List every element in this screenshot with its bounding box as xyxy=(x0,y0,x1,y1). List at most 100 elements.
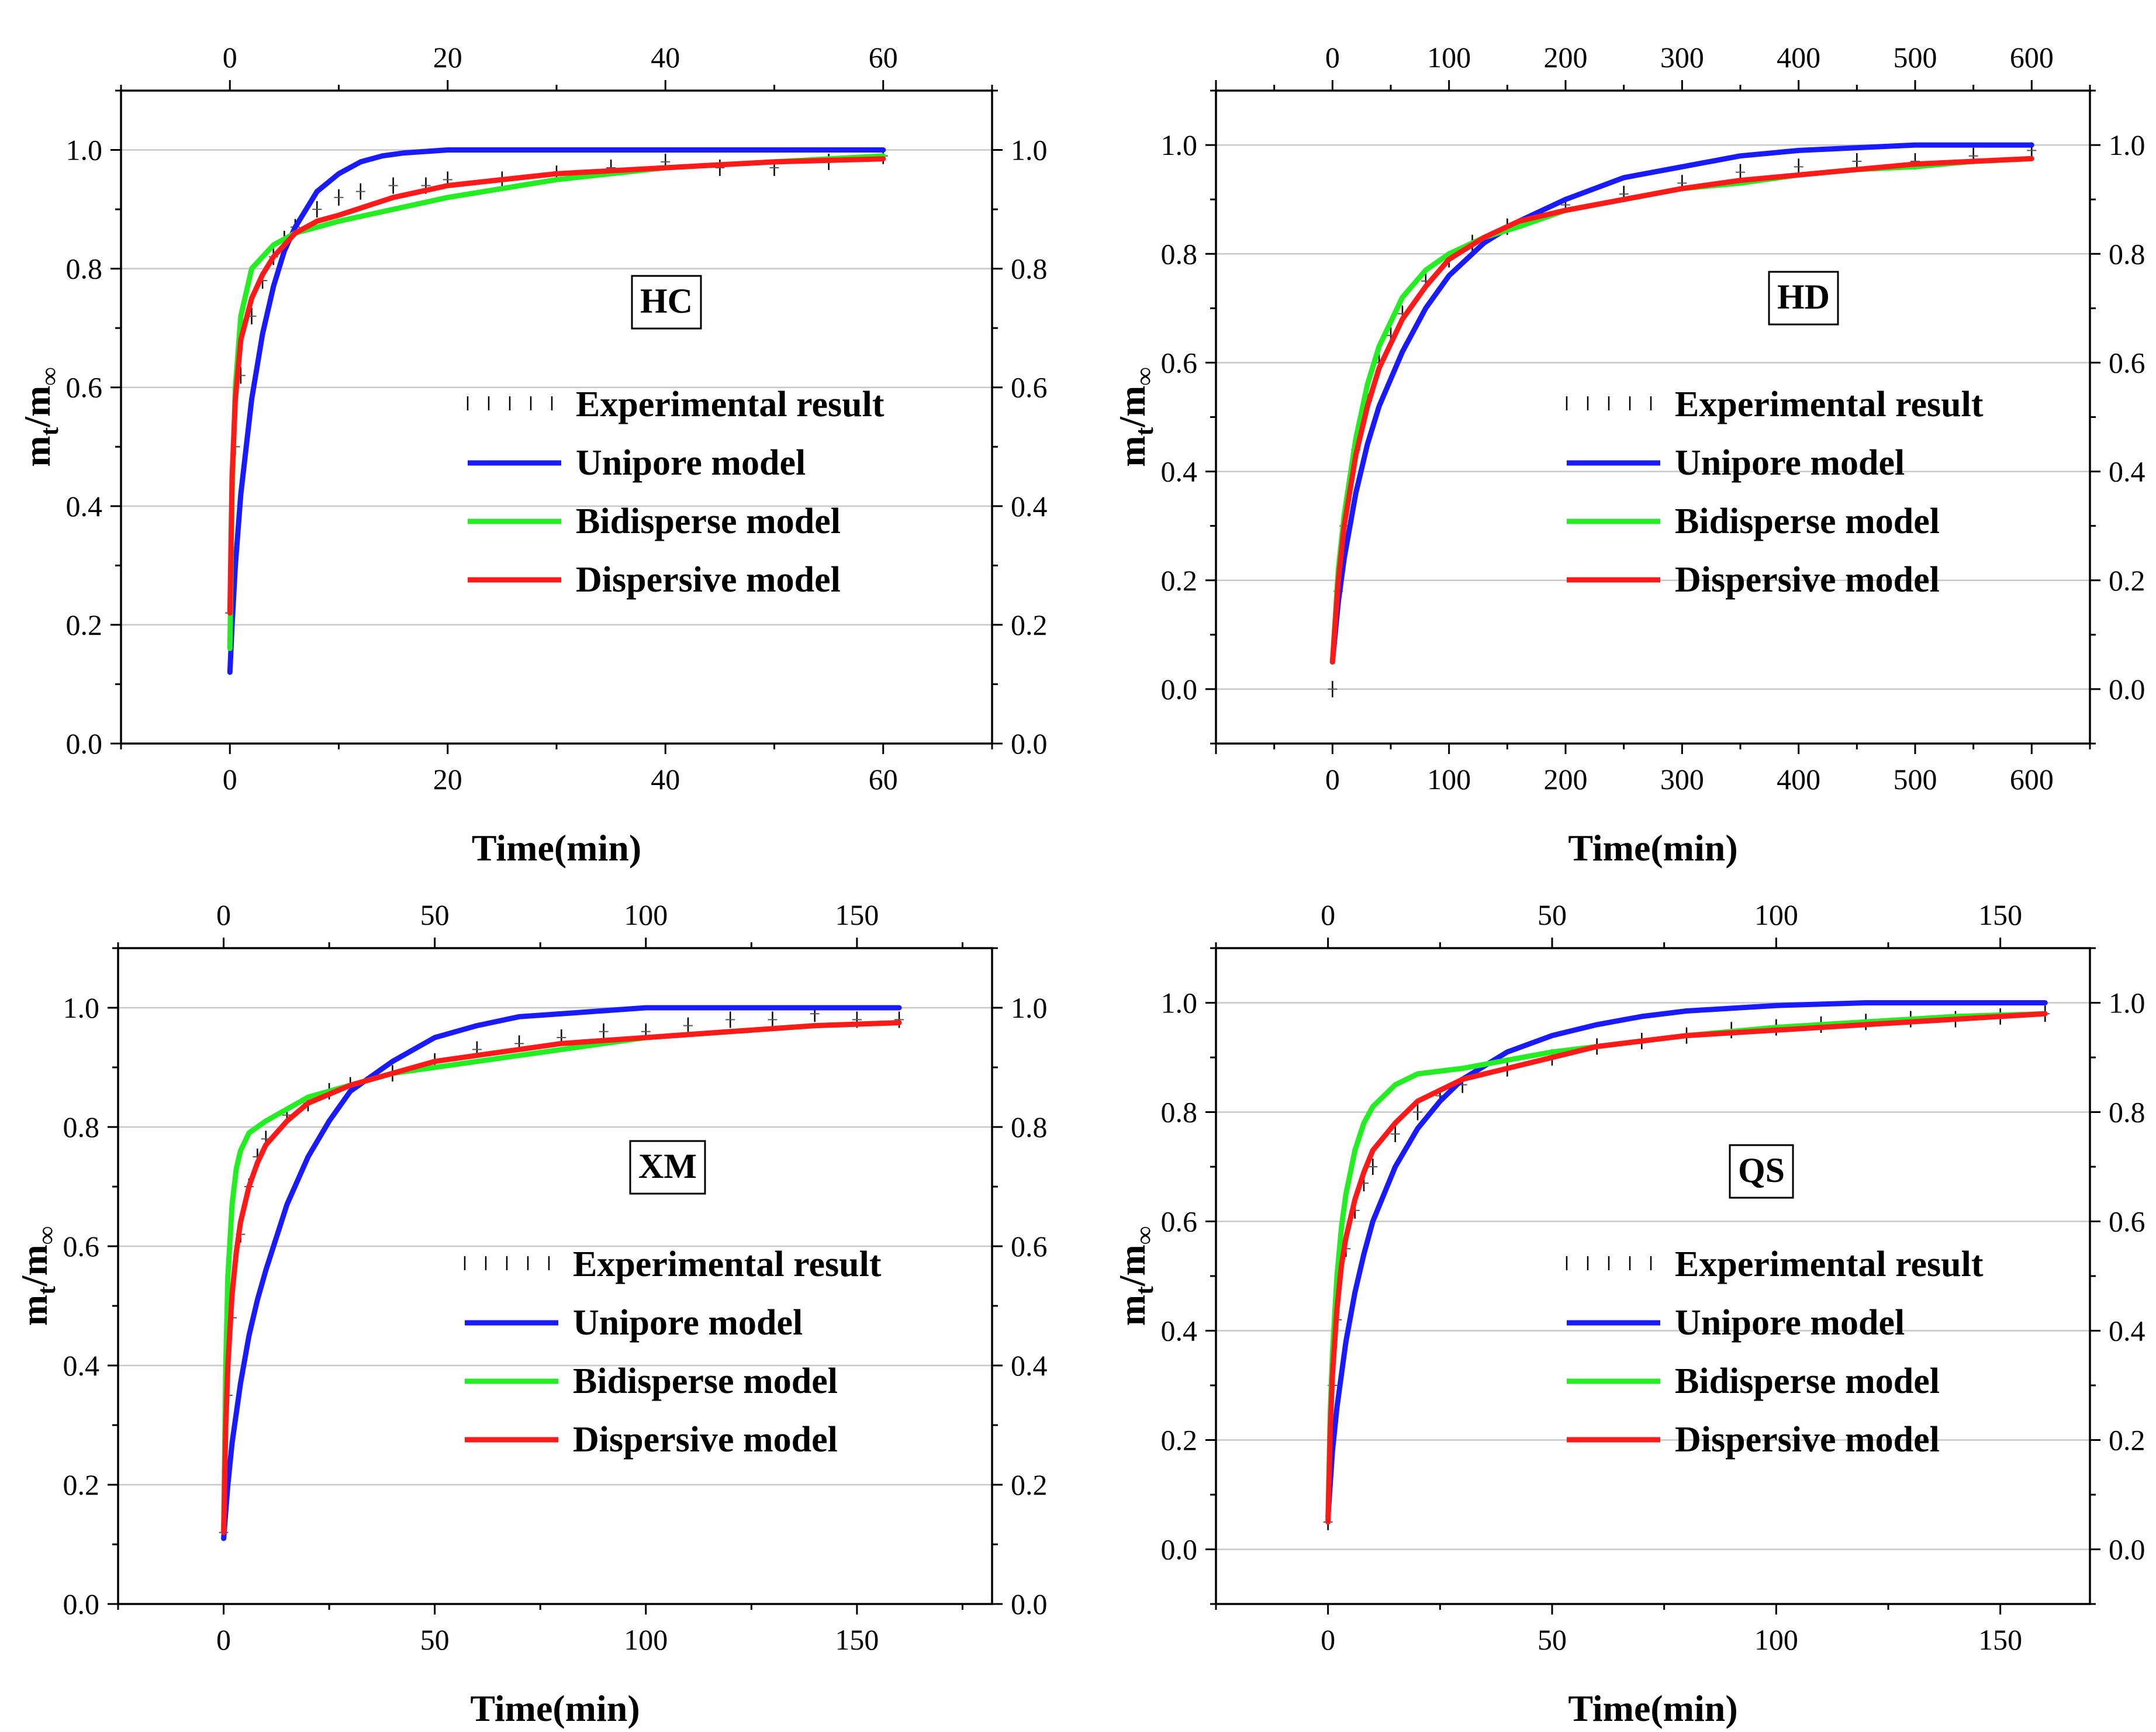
legend-label-unipore-model: Unipore model xyxy=(573,1303,803,1343)
y-tick-label: 0.2 xyxy=(63,1468,100,1501)
y-tick-label: 0.8 xyxy=(1161,1096,1198,1129)
y2-tick-label: 1.0 xyxy=(2109,987,2145,1019)
legend-label-bidisperse-model: Bidisperse model xyxy=(1675,1361,1940,1401)
x-tick-label: 40 xyxy=(651,763,680,796)
panel-label: HD xyxy=(1777,278,1830,316)
y-tick-label: 1.0 xyxy=(1161,987,1198,1019)
series-line-dispersive-model xyxy=(227,156,886,616)
panel-label-box xyxy=(629,1140,706,1195)
panel-label: HC xyxy=(640,282,693,320)
x-tick-label: 100 xyxy=(1427,763,1471,796)
y2-tick-label: 0.2 xyxy=(1011,609,1048,641)
y-tick-label: 0.4 xyxy=(63,1349,100,1382)
x-tick-label: 100 xyxy=(624,1623,668,1656)
plot-frame xyxy=(117,947,993,1605)
panel-label-box xyxy=(1768,271,1839,326)
panel-label-box xyxy=(631,275,702,330)
y-axis-title: mt/m∞ xyxy=(1111,1226,1159,1326)
x2-tick-label: 50 xyxy=(420,898,450,931)
legend-label-unipore-model: Unipore model xyxy=(576,443,806,483)
legend-label-bidisperse-model: Bidisperse model xyxy=(1675,502,1940,541)
chart-panel-xm: 0 0 50 50 100 100 150 150 0.0 0.0 0.2 0.2 0.4 0.4 0.6 0… xyxy=(13,898,1048,1729)
x-axis-title: Time(min) xyxy=(1568,827,1737,869)
y-axis-title: mt/m∞ xyxy=(1111,367,1159,466)
x2-tick-label: 0 xyxy=(1325,41,1340,74)
x-axis-title: Time(min) xyxy=(472,827,641,869)
x-tick-label: 600 xyxy=(2010,763,2054,796)
y2-tick-label: 0.0 xyxy=(1011,727,1048,760)
x2-tick-label: 100 xyxy=(1427,41,1471,74)
y-axis-title: mt/m∞ xyxy=(16,367,64,466)
y-tick-label: 0.2 xyxy=(1161,1424,1198,1457)
y-tick-label: 0.6 xyxy=(66,371,103,404)
legend-label-experimental-result: Experimental result xyxy=(1675,1244,1984,1284)
series-line-dispersive-model xyxy=(221,1020,902,1536)
x2-tick-label: 100 xyxy=(624,898,668,931)
legend-label-experimental-result: Experimental result xyxy=(576,385,884,424)
y2-tick-label: 0.4 xyxy=(1011,1349,1048,1382)
legend: Experimental result Unipore model Bidisper… xyxy=(464,1244,882,1460)
panel-label: XM xyxy=(638,1147,697,1185)
y2-tick-label: 0.2 xyxy=(2109,564,2145,597)
y-tick-label: 0.6 xyxy=(1161,1205,1198,1238)
x2-tick-label: 400 xyxy=(1777,41,1820,74)
chart-panel-hc: 0 0 20 20 40 40 60 60 0.0 0.0 0.2 0.2 0.4 0.4 0.6 0.6 0.… xyxy=(16,41,1048,869)
y-tick-label: 0.2 xyxy=(66,609,103,641)
y-tick-label: 0.8 xyxy=(63,1111,100,1143)
x-tick-label: 0 xyxy=(216,1623,231,1656)
series-line-unipore-model xyxy=(227,147,886,675)
x-tick-label: 200 xyxy=(1544,763,1588,796)
plot-area xyxy=(1328,142,2037,697)
legend-label-unipore-model: Unipore model xyxy=(1675,1303,1905,1343)
y-tick-label: 0.0 xyxy=(66,727,103,760)
y2-tick-label: 0.4 xyxy=(1011,490,1048,523)
legend: Experimental result Unipore model Bidisper… xyxy=(1566,385,1984,600)
y2-tick-label: 0.6 xyxy=(2109,346,2145,379)
x-tick-label: 0 xyxy=(1325,763,1340,796)
legend-label-unipore-model: Unipore model xyxy=(1675,443,1905,483)
x-tick-label: 400 xyxy=(1777,763,1820,796)
x2-tick-label: 0 xyxy=(1321,898,1335,931)
y2-tick-label: 0.6 xyxy=(2109,1205,2145,1238)
x2-tick-label: 200 xyxy=(1544,41,1588,74)
x-tick-label: 150 xyxy=(1978,1623,2022,1656)
x-tick-label: 60 xyxy=(869,763,898,796)
series-line-unipore-model xyxy=(221,1005,902,1541)
legend-label-dispersive-model: Dispersive model xyxy=(573,1420,838,1460)
legend-label-experimental-result: Experimental result xyxy=(573,1244,882,1284)
y-tick-label: 0.0 xyxy=(63,1588,100,1620)
y2-tick-label: 0.0 xyxy=(2109,1533,2145,1566)
chart-panel-hd: 0 0 100 100 200 200 300 300 400 400 500 500 600 600 0.… xyxy=(1111,41,2145,869)
y2-tick-label: 0.0 xyxy=(2109,673,2145,706)
y-tick-label: 0.8 xyxy=(1161,237,1198,270)
y-tick-label: 1.0 xyxy=(63,991,100,1024)
x2-tick-label: 0 xyxy=(223,41,237,74)
x-tick-label: 50 xyxy=(420,1623,450,1656)
y2-tick-label: 0.2 xyxy=(2109,1424,2145,1457)
x-tick-label: 0 xyxy=(1321,1623,1335,1656)
x2-tick-label: 100 xyxy=(1754,898,1798,931)
x-axis-title: Time(min) xyxy=(470,1688,640,1729)
x2-tick-label: 600 xyxy=(2010,41,2054,74)
legend-label-bidisperse-model: Bidisperse model xyxy=(573,1361,838,1401)
x-tick-label: 300 xyxy=(1660,763,1704,796)
y2-tick-label: 1.0 xyxy=(2109,129,2145,161)
y2-tick-label: 1.0 xyxy=(1011,134,1048,167)
y-tick-label: 0.8 xyxy=(66,253,103,285)
y-tick-label: 1.0 xyxy=(1161,129,1198,161)
y-tick-label: 1.0 xyxy=(66,134,103,167)
y-tick-label: 0.4 xyxy=(1161,455,1198,488)
x2-tick-label: 60 xyxy=(869,41,898,74)
y2-tick-label: 0.2 xyxy=(1011,1468,1048,1501)
y-tick-label: 0.6 xyxy=(63,1230,100,1263)
x2-tick-label: 40 xyxy=(651,41,680,74)
y2-tick-label: 0.0 xyxy=(1011,1588,1048,1620)
plot-area xyxy=(219,1005,904,1541)
chart-panel-qs: 0 0 50 50 100 100 150 150 0.0 0.0 0.2 0.2 0.4 0.4 0.6 0… xyxy=(1111,898,2145,1729)
y2-tick-label: 1.0 xyxy=(1011,991,1048,1024)
x-tick-label: 0 xyxy=(223,763,237,796)
legend-label-dispersive-model: Dispersive model xyxy=(1675,560,1940,600)
y2-tick-label: 0.4 xyxy=(2109,455,2145,488)
plot-area xyxy=(225,147,888,675)
